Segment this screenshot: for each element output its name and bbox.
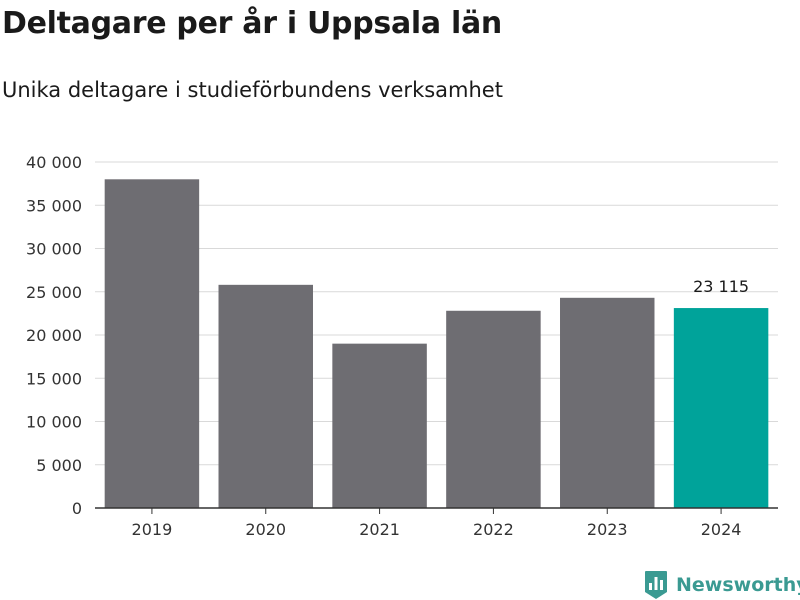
bar — [560, 297, 655, 508]
bar — [104, 179, 200, 509]
x-axis — [95, 507, 778, 514]
y-tick-label: 20 000 — [26, 326, 82, 345]
bar — [446, 310, 541, 508]
x-axis-tick-labels: 2019 2020 2021 2022 2023 2024 — [132, 520, 742, 539]
x-tick-label: 2024 — [701, 520, 742, 539]
bar — [673, 308, 769, 508]
gridlines — [95, 161, 778, 466]
x-tick-label: 2021 — [359, 520, 400, 539]
y-tick-label: 25 000 — [26, 283, 82, 302]
data-label: 23 115 — [693, 277, 749, 296]
x-tick-label: 2023 — [587, 520, 628, 539]
y-tick-label: 30 000 — [26, 240, 82, 259]
y-tick-label: 10 000 — [26, 413, 82, 432]
logo-text: Newsworthy — [676, 574, 800, 596]
y-tick-label: 40 000 — [26, 153, 82, 172]
x-tick-label: 2019 — [132, 520, 173, 539]
y-axis-tick-labels: 0 5 000 10 000 15 000 20 000 25 000 30 000 35 0… — [26, 153, 82, 518]
bar — [332, 343, 427, 508]
bars — [104, 179, 769, 509]
bar — [218, 284, 313, 508]
x-tick-label: 2022 — [473, 520, 514, 539]
y-tick-label: 15 000 — [26, 369, 82, 388]
chart-title: Deltagare per år i Uppsala län — [2, 6, 502, 41]
chart-subtitle: Unika deltagare i studieförbundens verks… — [2, 78, 503, 102]
y-tick-label: 5 000 — [36, 456, 82, 475]
y-tick-label: 35 000 — [26, 196, 82, 215]
data-labels: 23 115 — [693, 277, 749, 296]
newsworthy-logo: Newsworthy — [644, 570, 800, 600]
bar-chart-badge-icon — [645, 571, 667, 599]
y-tick-label: 0 — [72, 499, 82, 518]
x-tick-label: 2020 — [245, 520, 286, 539]
